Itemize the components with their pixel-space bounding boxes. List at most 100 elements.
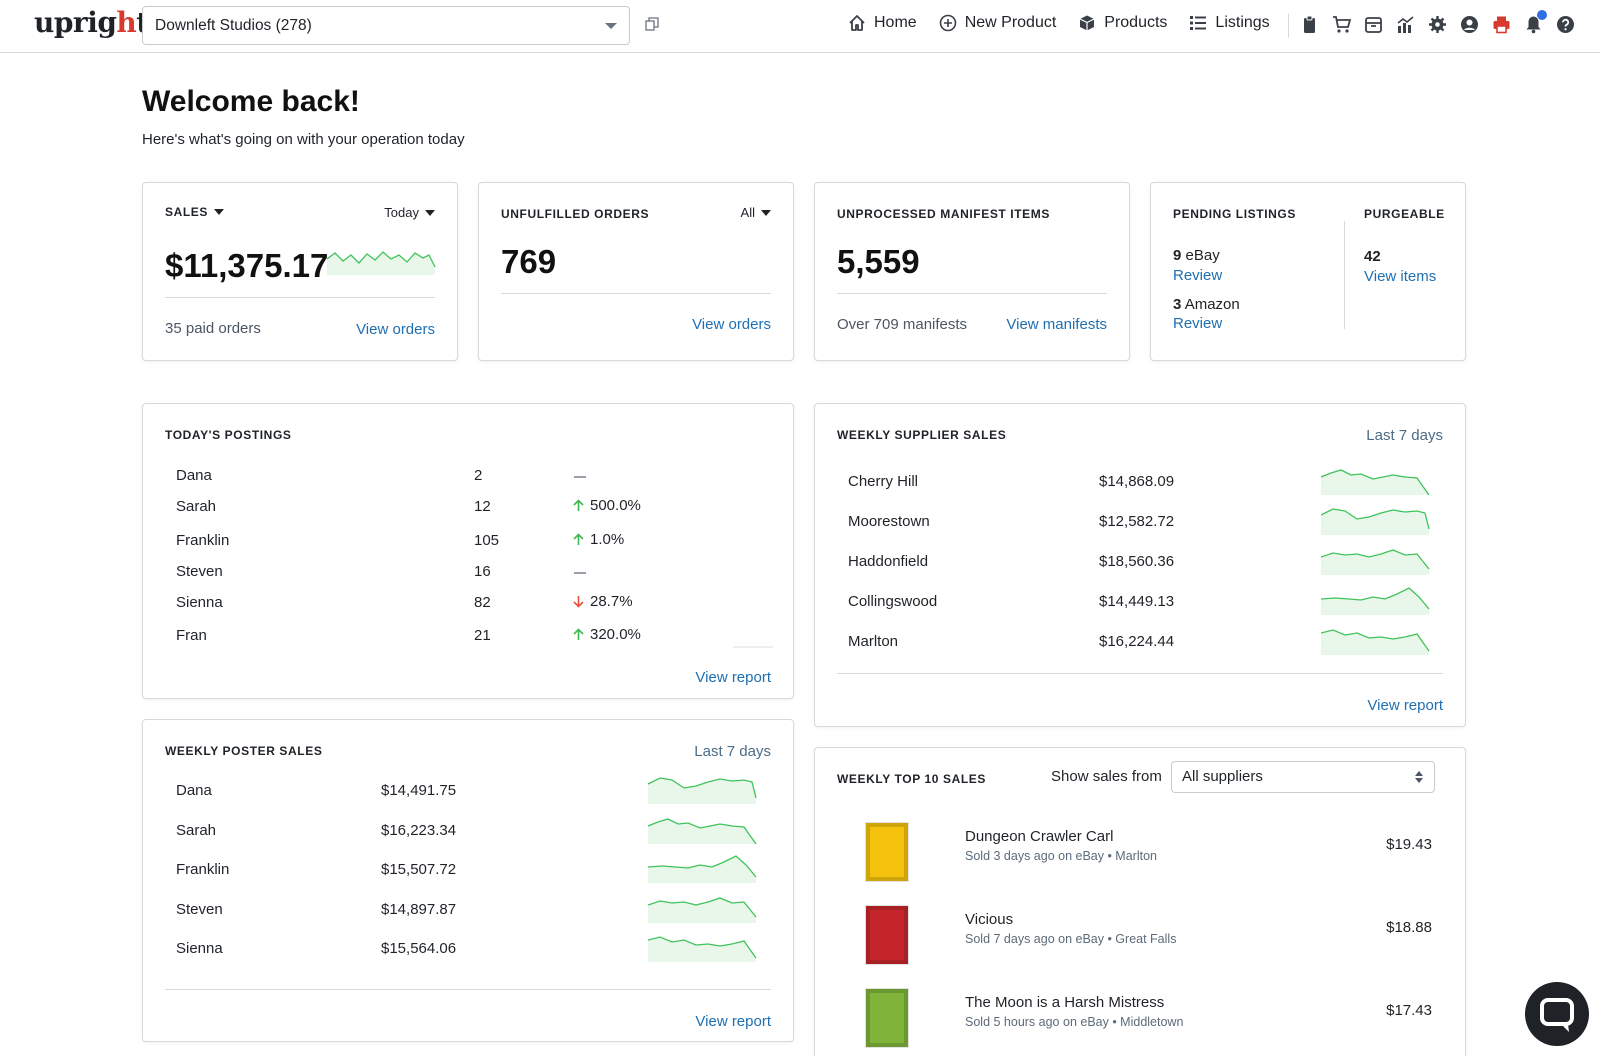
sales-amount: $11,375.17: [165, 247, 329, 284]
supplier-sales-amount: $18,560.36: [1099, 553, 1175, 570]
poster-sales-sparkline: [648, 896, 757, 923]
supplier-filter-value: All suppliers: [1182, 768, 1263, 785]
posting-change-value: 1.0%: [590, 531, 625, 548]
ebay-pending: 9 eBay: [1173, 247, 1220, 264]
nav-new-product[interactable]: New Product: [939, 14, 1057, 32]
sales-metric-dropdown[interactable]: SALES: [165, 205, 225, 219]
vertical-divider: [1344, 221, 1345, 329]
postings-sparkline: [733, 646, 773, 648]
book-cover-image[interactable]: [865, 905, 909, 965]
sales-sparkline: [327, 251, 436, 275]
top10-label: WEEKLY TOP 10 SALES: [837, 772, 987, 786]
ebay-review-link[interactable]: Review: [1173, 267, 1223, 284]
unfulfilled-orders-card: UNFULFILLED ORDERS All 769 View orders: [478, 182, 794, 361]
unfulfilled-count: 769: [501, 243, 557, 280]
todays-postings-card: TODAY'S POSTINGS Dana 2 Sarah 12 500.0% Frank…: [142, 403, 794, 699]
unfulfilled-filter-dropdown[interactable]: All: [741, 205, 771, 220]
poster-sales-sparkline: [648, 855, 757, 883]
arrow-up-icon: [573, 533, 584, 545]
view-items-link[interactable]: View items: [1364, 268, 1437, 285]
posting-count: 105: [474, 532, 500, 549]
divider: [165, 297, 435, 298]
manifest-card-label: UNPROCESSED MANIFEST ITEMS: [837, 207, 1050, 221]
printer-icon[interactable]: [1492, 15, 1511, 35]
archive-icon[interactable]: [1364, 15, 1383, 35]
view-report-link[interactable]: View report: [1367, 697, 1443, 714]
poster-name: Dana: [176, 782, 212, 799]
nav-listings-label: Listings: [1215, 14, 1270, 31]
purgeable-count: 42: [1364, 248, 1381, 265]
sales-period-dropdown[interactable]: Today: [384, 205, 435, 220]
no-change-dash-icon: [574, 476, 586, 478]
arrow-down-icon: [573, 596, 584, 608]
analytics-icon[interactable]: [1396, 15, 1415, 35]
amazon-review-link[interactable]: Review: [1173, 315, 1223, 332]
caret-down-icon: [214, 209, 225, 215]
manifest-subtext: Over 709 manifests: [837, 316, 968, 333]
ebay-pending-count: 9: [1173, 247, 1182, 264]
book-cover-image[interactable]: [865, 988, 909, 1048]
poster-sales-amount: $14,897.87: [381, 900, 457, 918]
poster-sales-amount: $15,507.72: [381, 861, 457, 878]
copy-icon[interactable]: [645, 17, 659, 31]
postings-card-label: TODAY'S POSTINGS: [165, 428, 292, 442]
posting-count: 82: [474, 594, 491, 611]
nav-home[interactable]: Home: [848, 14, 917, 32]
supplier-sales-amount: $16,224.44: [1099, 633, 1175, 650]
purgeable-label: PURGEABLE: [1364, 207, 1445, 221]
poster-sales-sparkline: [648, 777, 757, 804]
posting-count: 12: [474, 498, 491, 515]
manifest-count: 5,559: [837, 243, 920, 280]
unfulfilled-filter-value: All: [740, 205, 755, 220]
list-icon: [1190, 16, 1207, 30]
supplier-name: Moorestown: [848, 513, 930, 530]
view-report-link[interactable]: View report: [695, 669, 771, 686]
bell-icon[interactable]: [1524, 10, 1547, 35]
posting-poster-name: Steven: [176, 563, 223, 580]
book-title[interactable]: The Moon is a Harsh Mistress: [965, 994, 1165, 1011]
home-icon: [849, 15, 865, 31]
book-price: $18.88: [1386, 919, 1432, 936]
view-manifests-link[interactable]: View manifests: [1006, 316, 1107, 333]
help-icon[interactable]: [1556, 15, 1575, 35]
view-orders-link[interactable]: View orders: [692, 316, 771, 333]
nav-products-label: Products: [1104, 14, 1168, 31]
sales-card-label: SALES: [165, 205, 209, 219]
user-circle-icon[interactable]: [1460, 15, 1479, 35]
book-title[interactable]: Vicious: [965, 911, 1014, 928]
book-title[interactable]: Dungeon Crawler Carl: [965, 828, 1114, 845]
weekly-poster-sales-card: WEEKLY POSTER SALES Last 7 days Dana $14,…: [142, 719, 794, 1042]
paid-orders-count: 35 paid orders: [165, 320, 261, 337]
store-selector[interactable]: Downleft Studios (278): [142, 6, 630, 45]
poster-name: Franklin: [176, 861, 230, 878]
notification-dot: [1537, 10, 1547, 20]
posting-change: 28.7%: [573, 593, 633, 610]
cart-icon[interactable]: [1332, 15, 1352, 35]
chat-launcher-button[interactable]: [1525, 982, 1589, 1046]
weekly-supplier-sales-card: WEEKLY SUPPLIER SALES Last 7 days Cherry…: [814, 403, 1466, 727]
nav-products[interactable]: Products: [1078, 14, 1167, 32]
poster-sales-amount: $16,223.34: [381, 821, 457, 839]
poster-sales-amount: $14,491.75: [381, 782, 457, 799]
supplier-sales-period: Last 7 days: [1366, 427, 1443, 444]
chat-icon: [1540, 998, 1574, 1032]
view-report-link[interactable]: View report: [695, 1013, 771, 1030]
nav-listings[interactable]: Listings: [1189, 14, 1270, 32]
supplier-filter-select[interactable]: All suppliers: [1171, 761, 1435, 793]
poster-name: Sarah: [176, 821, 217, 839]
posting-change: 320.0%: [573, 626, 641, 643]
book-cover-image[interactable]: [865, 822, 909, 882]
clipboard-icon[interactable]: [1300, 15, 1319, 35]
poster-sales-amount: $15,564.06: [381, 940, 457, 957]
upright-logo[interactable]: upright: [34, 6, 149, 39]
main-nav: Home New Product Products Listings: [848, 14, 1270, 32]
nav-new-product-label: New Product: [964, 14, 1057, 31]
supplier-sales-sparkline: [1321, 587, 1430, 615]
poster-sales-period: Last 7 days: [694, 743, 771, 760]
supplier-sales-amount: $14,868.09: [1099, 473, 1175, 490]
supplier-name: Haddonfield: [848, 553, 929, 570]
view-orders-link[interactable]: View orders: [356, 321, 435, 338]
gear-icon[interactable]: [1428, 15, 1447, 35]
supplier-sales-sparkline: [1321, 549, 1430, 575]
poster-sales-sparkline: [648, 817, 757, 844]
